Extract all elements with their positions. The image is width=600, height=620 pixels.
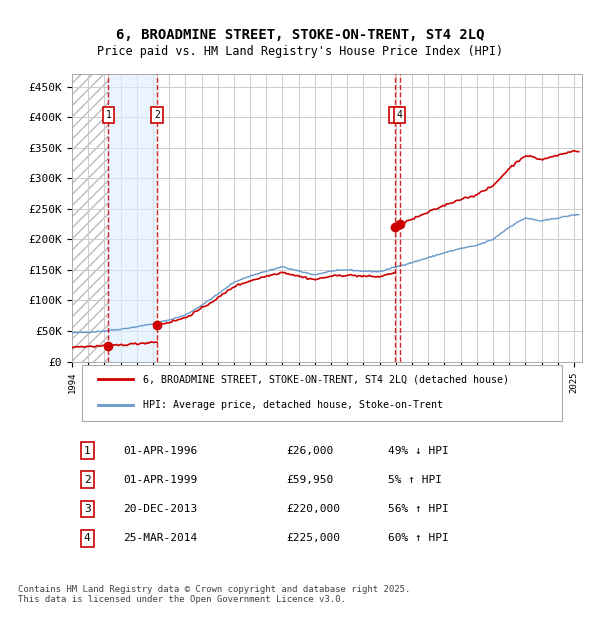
Text: 1: 1 (84, 446, 91, 456)
Text: 3: 3 (392, 110, 398, 120)
Text: 56% ↑ HPI: 56% ↑ HPI (388, 504, 449, 514)
Text: £26,000: £26,000 (286, 446, 334, 456)
Text: HPI: Average price, detached house, Stoke-on-Trent: HPI: Average price, detached house, Stok… (143, 401, 443, 410)
Text: 4: 4 (397, 110, 403, 120)
Text: 5% ↑ HPI: 5% ↑ HPI (388, 475, 442, 485)
Text: 2: 2 (154, 110, 160, 120)
Text: 2: 2 (84, 475, 91, 485)
Text: Contains HM Land Registry data © Crown copyright and database right 2025.
This d: Contains HM Land Registry data © Crown c… (18, 585, 410, 604)
Text: 6, BROADMINE STREET, STOKE-ON-TRENT, ST4 2LQ (detached house): 6, BROADMINE STREET, STOKE-ON-TRENT, ST4… (143, 374, 509, 384)
Text: 1: 1 (106, 110, 112, 120)
Text: £59,950: £59,950 (286, 475, 334, 485)
Text: 25-MAR-2014: 25-MAR-2014 (123, 533, 197, 543)
Text: 49% ↓ HPI: 49% ↓ HPI (388, 446, 449, 456)
FancyBboxPatch shape (82, 365, 562, 421)
Text: £220,000: £220,000 (286, 504, 340, 514)
Bar (109, 74, 157, 361)
Text: £225,000: £225,000 (286, 533, 340, 543)
Text: 4: 4 (84, 533, 91, 543)
Text: 01-APR-1996: 01-APR-1996 (123, 446, 197, 456)
Text: 60% ↑ HPI: 60% ↑ HPI (388, 533, 449, 543)
Text: Price paid vs. HM Land Registry's House Price Index (HPI): Price paid vs. HM Land Registry's House … (97, 45, 503, 58)
Text: 6, BROADMINE STREET, STOKE-ON-TRENT, ST4 2LQ: 6, BROADMINE STREET, STOKE-ON-TRENT, ST4… (116, 28, 484, 42)
Text: 20-DEC-2013: 20-DEC-2013 (123, 504, 197, 514)
Text: 3: 3 (84, 504, 91, 514)
Bar (72, 74, 109, 361)
Text: 01-APR-1999: 01-APR-1999 (123, 475, 197, 485)
